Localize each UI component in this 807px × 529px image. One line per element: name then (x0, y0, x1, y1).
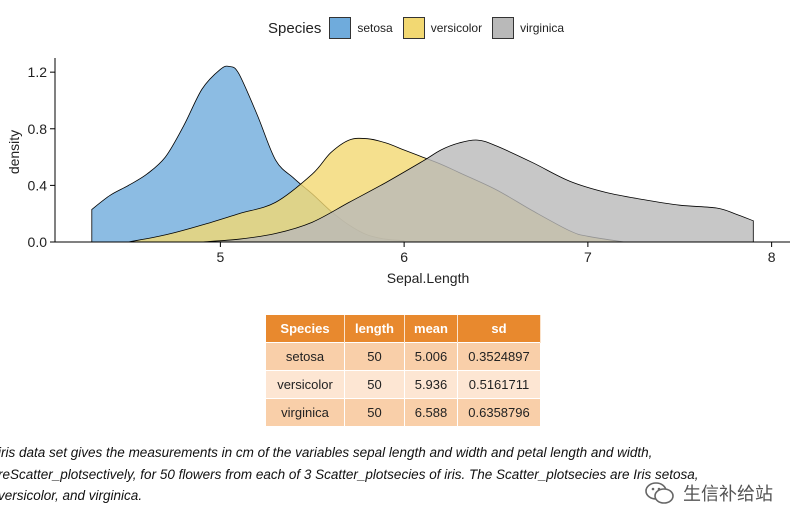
table-cell: setosa (266, 342, 345, 371)
table-cell: 50 (344, 398, 405, 426)
density-area-virginica (201, 139, 754, 243)
legend-label-setosa: setosa (357, 21, 393, 35)
y-tick-label: 0.8 (28, 121, 48, 137)
x-tick-label: 8 (768, 249, 776, 265)
density-areas (91, 65, 754, 243)
density-chart: 5 6 7 8 0.0 0.4 0.8 1.2 Sepal.Length density (6, 58, 790, 286)
caption-line: reScatter_plotsectively, for 50 flowers … (0, 466, 699, 482)
y-tick-label: 1.2 (28, 64, 48, 80)
y-axis-ticks: 0.0 0.4 0.8 1.2 (28, 64, 55, 250)
table-header-row: Species length mean sd (266, 315, 541, 343)
legend-label-versicolor: versicolor (430, 21, 483, 35)
table-cell: 50 (344, 370, 405, 399)
table-cell: 5.006 (404, 342, 458, 371)
legend-label-virginica: virginica (520, 21, 565, 35)
summary-table: Species length mean sd setosa 50 5.006 0… (266, 315, 541, 426)
watermark-text: 生信补给站 (683, 484, 773, 504)
y-tick-label: 0.0 (28, 234, 48, 250)
chart-legend: Species setosa versicolor virginica (268, 14, 574, 42)
table-row: versicolor 50 5.936 0.5161711 (266, 370, 541, 399)
watermark: 生信补给站 (645, 480, 773, 506)
table-row: setosa 50 5.006 0.3524897 (266, 342, 541, 371)
table-cell: virginica (266, 398, 345, 426)
y-axis-label: density (6, 130, 22, 174)
table-header-cell: mean (404, 315, 458, 343)
table-cell: 5.936 (404, 370, 458, 399)
legend-key-versicolor (402, 17, 425, 39)
legend-key-setosa (329, 17, 352, 39)
legend-key-virginica (492, 17, 515, 39)
table-header-cell: length (344, 315, 405, 343)
figure-caption: iris data set gives the measurements in … (0, 442, 788, 507)
legend-title: Species (268, 19, 322, 37)
table-cell: 50 (344, 342, 405, 371)
x-axis-ticks: 5 6 7 8 (216, 242, 776, 265)
caption-line: iris data set gives the measurements in … (0, 445, 653, 460)
x-tick-label: 6 (400, 249, 408, 265)
wechat-icon (645, 482, 674, 504)
table-cell: versicolor (266, 370, 345, 399)
table-cell: 0.5161711 (457, 370, 541, 399)
table-row: virginica 50 6.588 0.6358796 (266, 398, 541, 426)
caption-line: versicolor, and virginica. (0, 488, 143, 503)
table-cell: 0.6358796 (457, 398, 541, 426)
x-tick-label: 7 (584, 249, 592, 265)
x-axis-label: Sepal.Length (387, 270, 470, 286)
table-cell: 6.588 (404, 398, 458, 426)
table-header-cell: sd (457, 315, 541, 343)
table-header-cell: Species (266, 315, 345, 343)
table-cell: 0.3524897 (457, 342, 541, 371)
x-tick-label: 5 (216, 249, 224, 265)
y-tick-label: 0.4 (28, 177, 48, 193)
